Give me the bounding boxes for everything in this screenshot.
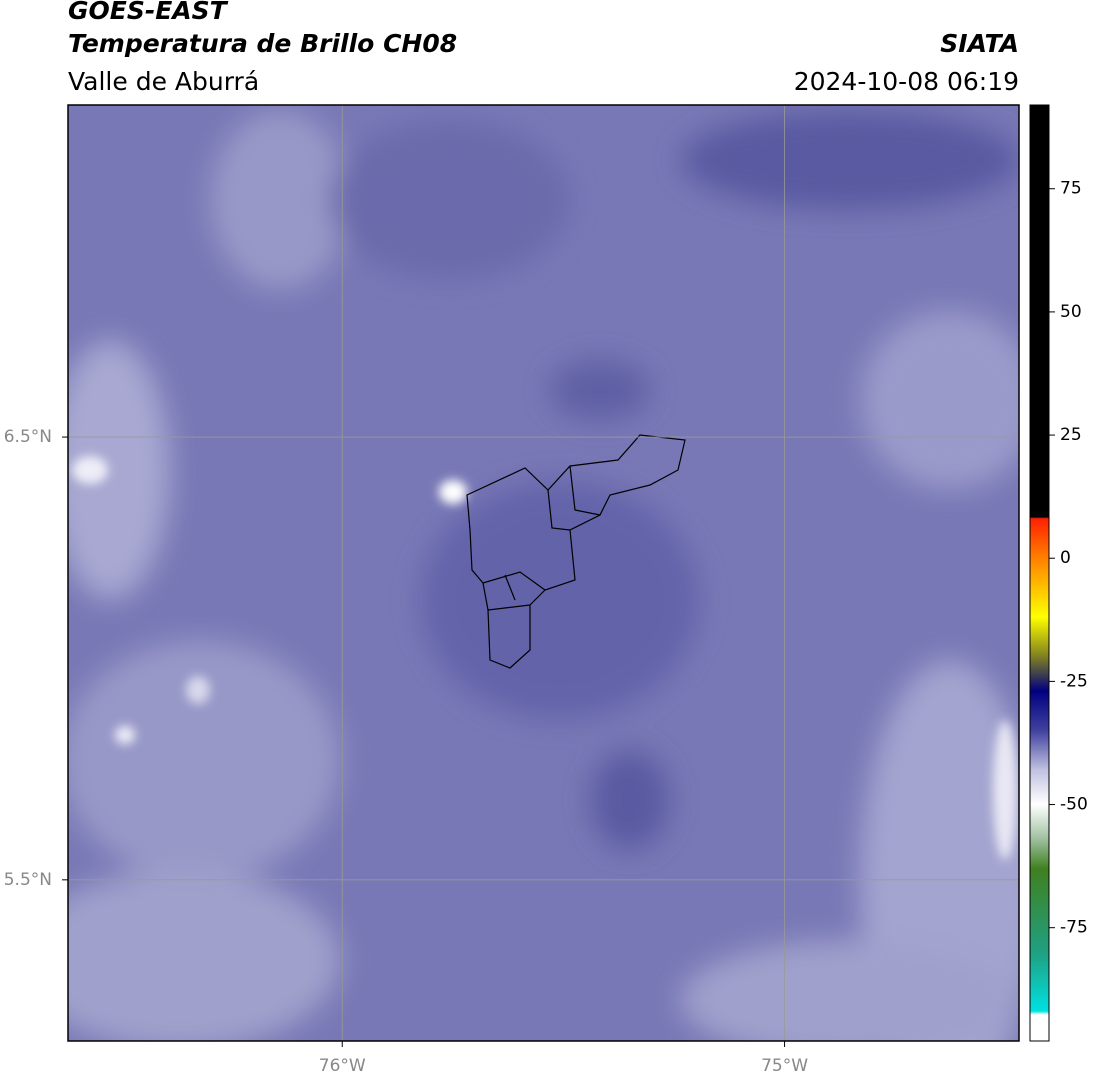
title: GOES-EAST: [68, 0, 229, 25]
x-tick-label: 75°W: [761, 1056, 808, 1076]
colorbar-tick-label: -75: [1060, 918, 1088, 938]
colorbar-tick-label: 0: [1060, 548, 1071, 568]
colorbar-tick-label: 50: [1060, 302, 1082, 322]
colorbar-tick-label: 25: [1060, 425, 1082, 445]
map-frame: [67, 104, 1020, 1042]
y-tick-label: 5.5°N: [4, 870, 52, 890]
colorbar-tick-label: 75: [1060, 179, 1082, 199]
datetime: 2024-10-08 06:19: [794, 67, 1019, 96]
source: SIATA: [940, 29, 1019, 58]
colorbar-tick-label: -50: [1060, 795, 1088, 815]
x-tick-label: 76°W: [319, 1056, 366, 1076]
colorbar-tick-label: -25: [1060, 671, 1088, 691]
colorbar: [1029, 104, 1050, 1042]
municipal-boundaries: [466, 434, 686, 669]
y-tick-label: 6.5°N: [4, 427, 52, 447]
region: Valle de Aburrá: [68, 67, 259, 96]
subtitle: Temperatura de Brillo CH08: [68, 29, 457, 58]
map-field: [68, 105, 1019, 1041]
